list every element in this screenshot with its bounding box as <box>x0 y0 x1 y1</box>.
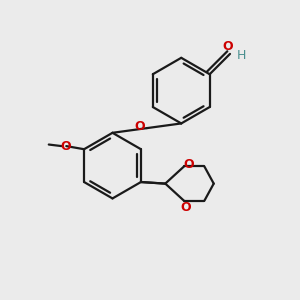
Text: O: O <box>60 140 70 153</box>
Text: H: H <box>237 49 247 62</box>
Text: O: O <box>180 201 191 214</box>
Text: O: O <box>135 120 145 133</box>
Text: O: O <box>184 158 194 171</box>
Text: O: O <box>222 40 233 52</box>
